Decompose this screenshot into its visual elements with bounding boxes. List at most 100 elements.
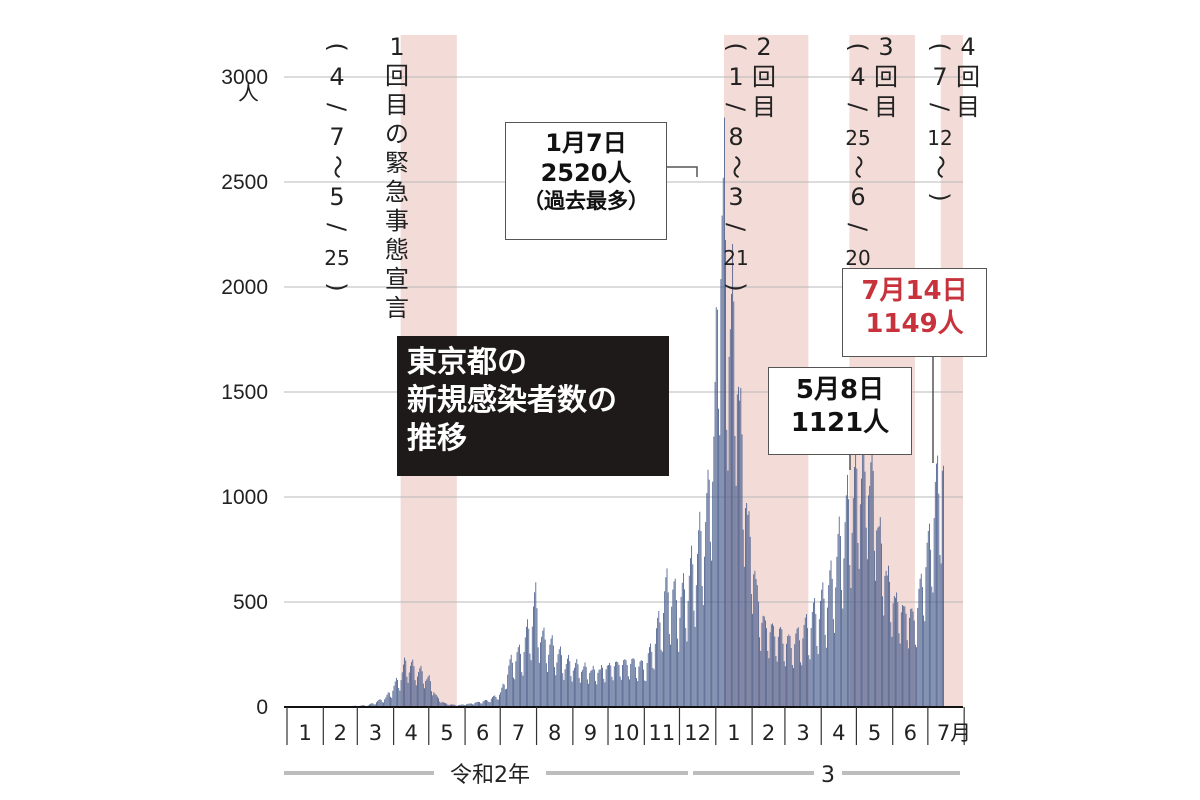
bar-2020-10-20 [630,663,632,707]
bar-2021-07-10 [938,493,940,707]
y-tick-1500: 1500 [221,381,268,404]
bar-2020-08-18 [556,662,558,707]
bar-2020-12-06 [685,627,687,707]
bar-2021-02-23 [777,636,779,707]
bar-2020-12-15 [695,585,697,707]
bar-2020-12-24 [706,493,708,707]
bar-2021-02-02 [753,574,755,707]
bar-2021-01-23 [741,434,743,707]
bar-2020-06-27 [495,696,497,707]
bar-2020-06-29 [497,699,499,707]
bar-2020-05-13 [442,702,444,707]
emergency-2-label-char-1: 回 [752,63,776,91]
month-label-13: 2 [762,721,775,745]
bar-2021-02-20 [774,636,776,707]
era-label-bg-1 [814,760,842,786]
emergency-4-label-char-1: 回 [956,63,980,91]
bar-2020-07-06 [506,688,507,707]
bar-2021-07-14 [943,465,944,707]
bar-2021-03-20 [807,627,809,707]
bar-2020-09-13 [586,679,588,707]
bar-2020-05-09 [438,698,439,707]
bar-2020-06-10 [475,702,477,707]
chart-title: 東京都の 新規感染者数の 推移 [397,336,669,476]
bar-2021-07-09 [937,455,939,707]
bar-2020-08-23 [562,673,564,707]
bar-2021-02-03 [754,570,756,707]
bar-2021-02-07 [759,637,760,707]
bar-2020-03-13 [371,703,373,707]
bar-2020-05-29 [461,704,463,707]
month-label-3: 4 [404,721,417,745]
bar-2021-02-15 [768,658,770,707]
emergency-4-period-char-1: 7 [932,63,947,91]
bar-2020-09-26 [602,667,603,707]
bar-2021-01-25 [743,566,745,707]
bar-2020-04-10 [404,657,406,707]
bar-2020-05-04 [432,695,434,707]
month-label-17: 6 [904,721,917,745]
bar-2020-08-20 [558,649,560,707]
bar-2020-06-22 [489,702,491,707]
emergency-2-label: 2回目 [752,33,776,121]
bar-2020-03-16 [374,704,376,707]
bar-2020-12-13 [693,610,695,707]
bar-2020-12-12 [692,564,694,707]
month-label-4: 5 [440,721,453,745]
bar-2020-12-29 [712,481,714,707]
bar-2021-02-19 [773,625,775,707]
bar-2020-08-07 [543,627,545,707]
bar-2020-07-21 [523,652,525,707]
bar-2021-02-27 [782,643,784,707]
bar-2021-03-17 [803,624,805,707]
bar-2021-04-13 [835,587,837,707]
bar-2020-05-30 [462,704,464,707]
bar-2020-10-28 [639,661,641,707]
bar-2020-06-28 [496,699,498,707]
bar-2020-11-19 [665,577,667,707]
bar-2021-06-17 [911,608,913,707]
bar-2020-11-30 [678,651,680,707]
annotation-leaders [667,166,934,470]
bar-2020-12-05 [684,589,686,707]
bar-2020-08-26 [565,663,567,707]
bar-2020-11-26 [673,581,675,707]
bar-2020-03-23 [383,702,384,707]
bar-2020-12-11 [691,545,693,707]
bar-2020-06-08 [473,704,475,707]
bar-2021-03-26 [814,598,816,707]
bar-2021-05-19 [877,527,879,707]
bar-2020-04-18 [413,666,415,707]
emergency-4-period-char-4: ～ [926,155,954,179]
bar-2021-06-22 [917,607,919,707]
bar-2021-05-29 [889,581,891,707]
bar-2021-01-27 [746,502,748,707]
bar-2021-01-22 [740,387,742,707]
bar-2020-04-20 [415,685,417,707]
bar-2020-12-21 [702,605,704,707]
emergency-4-label-char-2: 目 [956,93,980,121]
bar-2021-05-27 [886,575,888,707]
y-tick-2000: 2000 [221,276,268,299]
bar-2020-11-23 [670,644,671,707]
bar-2021-06-29 [925,567,927,707]
bar-2020-09-06 [578,677,580,707]
month-label-2: 3 [369,721,382,745]
emergency-4-period-char-0: ( [926,42,954,51]
bar-2020-07-23 [526,626,527,707]
bar-2020-04-16 [411,661,413,707]
may-date: 5月8日 [795,375,885,405]
bar-2021-04-28 [852,498,854,707]
emergency-3-period-char-3: 25 [845,126,870,150]
bar-2020-09-04 [576,659,578,707]
bar-2021-04-08 [829,570,831,707]
bar-2020-05-01 [428,675,430,707]
month-label-9: 10 [613,721,640,745]
bar-2020-11-25 [672,589,674,707]
jul-value: 1149人 [865,308,964,339]
bar-2020-12-09 [688,575,690,707]
era-axis: 令和2年 3 [284,760,960,788]
bar-2020-03-24 [384,699,386,707]
emergency-1-period-char-5: 5 [329,183,344,211]
bar-2021-01-08 [723,117,725,708]
